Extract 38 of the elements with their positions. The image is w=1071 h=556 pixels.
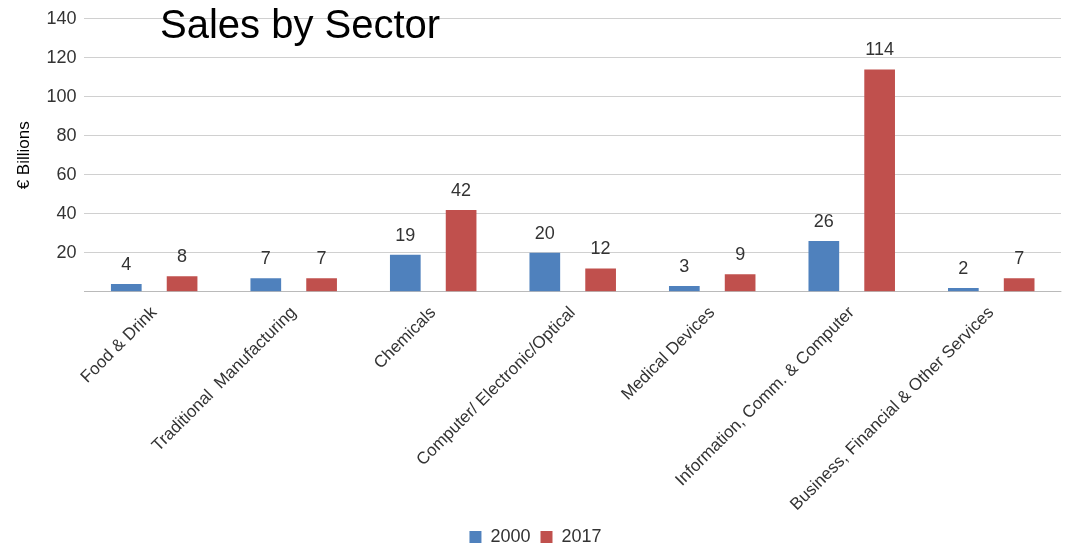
bar (1003, 278, 1035, 292)
y-tick-label: 20 (56, 241, 77, 262)
data-label: 3 (679, 255, 690, 276)
y-tick-label: 80 (56, 124, 77, 145)
bar (724, 274, 756, 292)
bar (110, 284, 142, 292)
legend-label: 2017 (561, 525, 602, 546)
data-label: 19 (395, 224, 416, 245)
data-label: 2 (958, 257, 969, 278)
data-label: 26 (813, 211, 834, 232)
data-label: 20 (534, 222, 555, 243)
y-tick-label: 60 (56, 163, 77, 184)
data-label: 7 (260, 248, 271, 269)
bar (864, 69, 895, 292)
data-label: 4 (121, 253, 132, 274)
y-tick-label: 100 (46, 85, 77, 106)
bar (389, 254, 421, 292)
bar (250, 278, 282, 292)
y-axis-title: € Billions (13, 121, 33, 190)
bar (585, 268, 616, 292)
y-tick-label: 120 (46, 46, 77, 67)
data-label: 42 (451, 179, 472, 200)
data-label: 114 (865, 39, 894, 60)
bar (166, 276, 198, 292)
bar (808, 241, 840, 292)
bar (529, 252, 561, 292)
data-label: 12 (590, 238, 611, 259)
bar (668, 285, 700, 292)
legend-label: 2000 (490, 525, 531, 546)
y-tick-label: 140 (46, 7, 77, 28)
chart-title: Sales by Sector (160, 2, 441, 47)
bar (306, 278, 337, 292)
y-tick-label: 40 (56, 202, 77, 223)
bar (445, 209, 477, 292)
data-label: 7 (1014, 248, 1025, 269)
data-label: 8 (177, 246, 188, 267)
data-label: 7 (316, 248, 327, 269)
data-label: 9 (735, 244, 746, 265)
